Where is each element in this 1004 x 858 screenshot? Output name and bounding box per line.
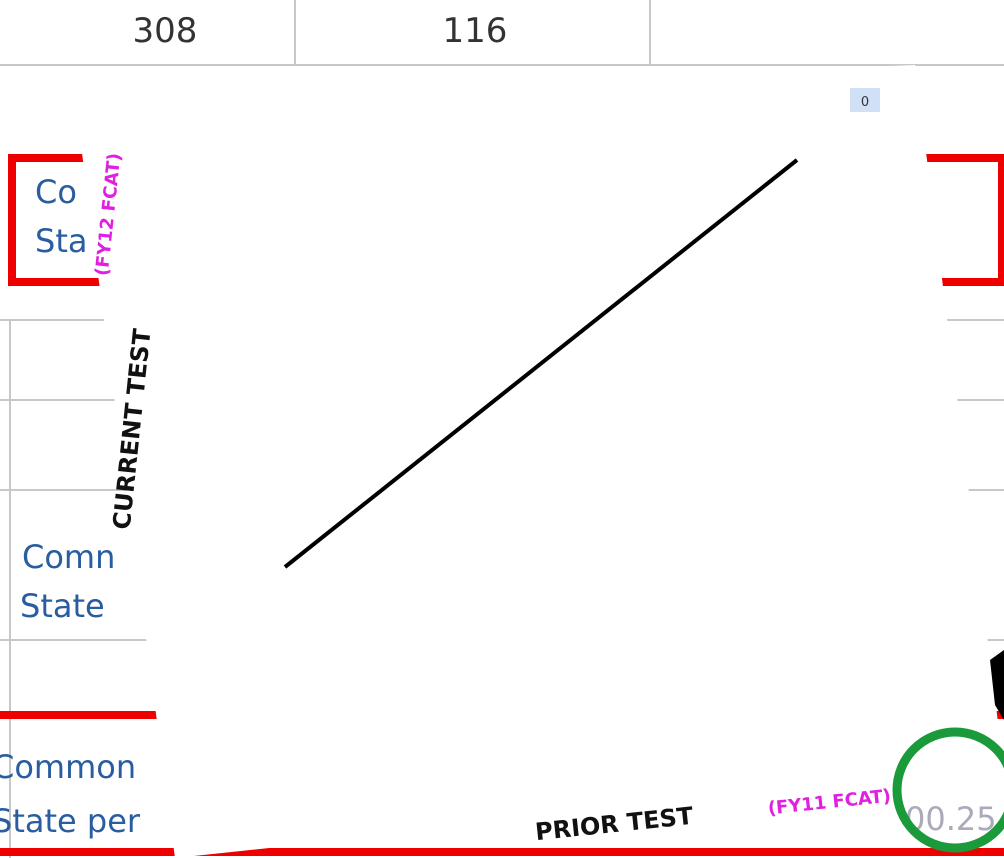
screenshot: 308 116 Co Sta Comn State Common State p… [0, 0, 1004, 858]
row-label: Common [0, 748, 136, 786]
row-label: Co [35, 173, 77, 211]
badge-text: 0 [861, 95, 869, 110]
row-label: State [20, 587, 105, 625]
row-label: Sta [35, 222, 87, 260]
cell-value: 116 [443, 11, 508, 51]
cell-value: 308 [133, 11, 198, 51]
row-label: Comn [22, 538, 115, 576]
figure-panel [75, 65, 1004, 858]
row-label: State per [0, 802, 141, 840]
